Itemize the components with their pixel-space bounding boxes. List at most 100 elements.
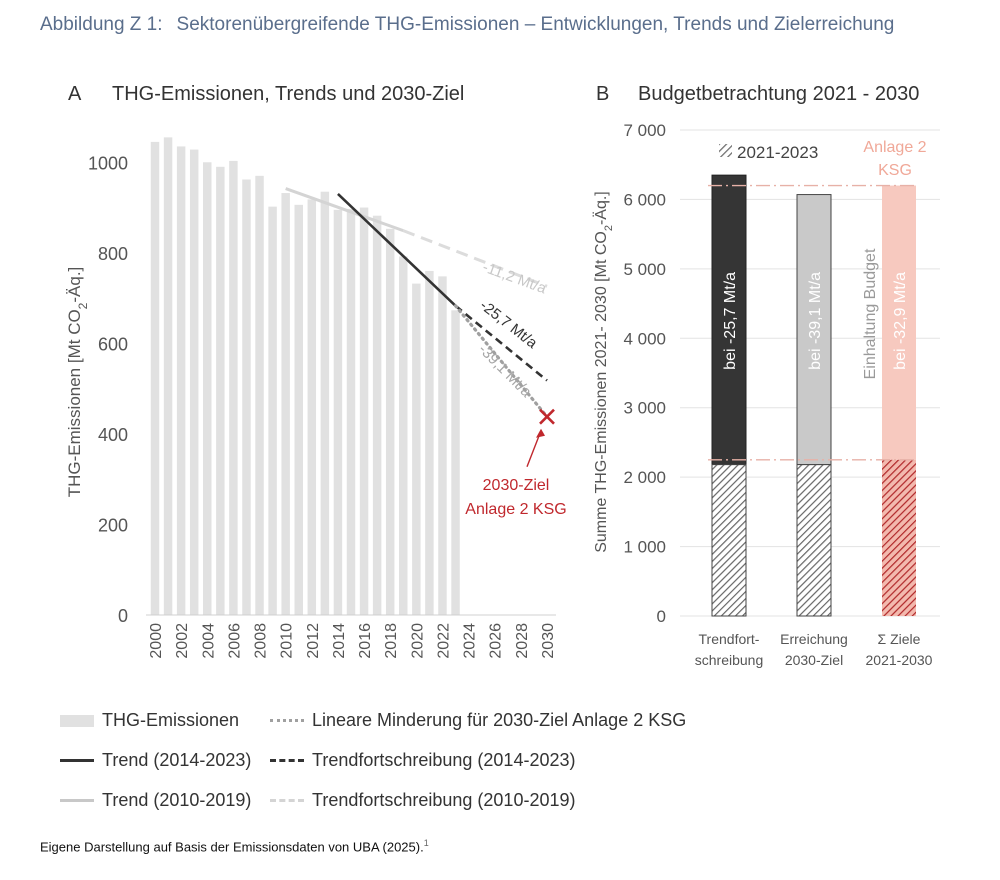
panel-a-xtick-2030: 2030 xyxy=(540,623,557,659)
panel-b-ytick-3000: 3 000 xyxy=(623,399,666,418)
emission-bar-2000 xyxy=(150,141,160,615)
budget-bar-label-0: bei -25,7 Mt/a xyxy=(722,272,739,370)
emission-bar-2008 xyxy=(255,175,264,615)
panel-b-ytick-5000: 5 000 xyxy=(623,260,666,279)
trend-line-solid-light xyxy=(285,187,404,233)
panel-b-plot: 0 1 000 2 000 3 000 4 000 5 000 6 000 7 000 bei … xyxy=(623,121,940,668)
category-label-0-line1: Trendfort- xyxy=(699,631,760,647)
panel-b-ytick-2000: 2 000 xyxy=(623,468,666,487)
legend-label-2021-2023: 2021-2023 xyxy=(737,143,818,162)
emission-bar-2023 xyxy=(451,310,460,615)
budget-bar-trend-hist xyxy=(711,464,747,617)
panel-a-xtick-2008: 2008 xyxy=(253,623,270,659)
legend-swatch-2021-2023 xyxy=(719,144,732,157)
panel-a-xtick-2022: 2022 xyxy=(435,623,452,659)
source-footnote: 1 xyxy=(423,838,429,848)
panel-a-xtick-2026: 2026 xyxy=(488,623,505,659)
svg-text:THG-Emissionen [Mt CO2-Äq.]: THG-Emissionen [Mt CO2-Äq.] xyxy=(65,267,90,498)
panel-b-title: Budgetbetrachtung 2021 - 2030 xyxy=(638,83,919,105)
panel-a-ytick-1000: 1000 xyxy=(88,153,128,173)
category-label-2-line1: Σ Ziele xyxy=(878,631,921,647)
emission-bar-2007 xyxy=(242,179,251,615)
panel-a-xtick-2012: 2012 xyxy=(305,623,322,659)
figure-number: Abbildung Z 1: xyxy=(40,14,163,35)
figure-title: Abbildung Z 1: Sektorenübergreifende THG-… xyxy=(40,14,894,36)
slope-annotation-dotted: -39,1 Mt/a xyxy=(475,341,535,401)
panel-a-xtick-2024: 2024 xyxy=(462,623,479,659)
target-label-line1: 2030-Ziel xyxy=(483,477,550,494)
panel-a-xtick-2018: 2018 xyxy=(383,623,400,659)
figure-title-text: Sektorenübergreifende THG-Emissionen – E… xyxy=(176,14,895,35)
panel-a-xtick-2016: 2016 xyxy=(357,623,374,659)
emission-bar-2021 xyxy=(425,270,434,615)
emission-bar-2005 xyxy=(216,166,225,616)
panel-a-xtick-2014: 2014 xyxy=(331,623,348,659)
trend-line-dotted xyxy=(453,304,549,419)
panel-b-ytick-1000: 1 000 xyxy=(623,538,666,557)
budget-bar-label-2: bei -32,9 Mt/a xyxy=(892,272,909,370)
panel-a-xtick-2020: 2020 xyxy=(409,623,426,659)
panel-a-xtick-2028: 2028 xyxy=(514,623,531,659)
emission-bar-2020 xyxy=(412,283,421,615)
emission-bar-2016 xyxy=(359,207,369,615)
emission-bar-2003 xyxy=(189,149,199,615)
panel-b-ytick-6000: 6 000 xyxy=(623,190,666,209)
emission-bar-2013 xyxy=(320,191,330,615)
emission-bar-2009 xyxy=(268,206,277,615)
panel-b-ytick-4000: 4 000 xyxy=(623,329,666,348)
panel-a-xtick-2004: 2004 xyxy=(200,623,217,659)
category-label-1-line1: Erreichung xyxy=(780,631,848,647)
emission-bar-2018 xyxy=(385,228,395,615)
emission-bar-2012 xyxy=(307,199,317,615)
budget-bar-ksg-hist xyxy=(882,459,916,616)
emission-bar-2022 xyxy=(438,276,447,615)
panel-b-letter: B xyxy=(596,83,609,105)
category-label-0-line2: schreibung xyxy=(695,652,764,668)
panel-a-ytick-0: 0 xyxy=(118,606,128,626)
panel-a-plot: 0 200 400 600 800 1000 2000 2002 2004 2006 2008 201… xyxy=(88,137,567,659)
panel-a-ytick-600: 600 xyxy=(98,334,128,354)
emission-bar-2011 xyxy=(294,204,303,615)
anlage-label-line1: Anlage 2 xyxy=(863,139,926,156)
emission-bar-2006 xyxy=(229,160,238,615)
slope-annotation-light: -11,2 Mt/a xyxy=(480,259,549,298)
panel-b-ytick-0: 0 xyxy=(657,607,666,626)
einhaltung-budget-label: Einhaltung Budget xyxy=(862,248,879,379)
emission-bar-2004 xyxy=(203,162,212,616)
svg-text:Summe THG-Emissionen 2021- 20: Summe THG-Emissionen 2021- 2030 [Mt CO2-… xyxy=(592,191,615,553)
panel-b-ylabel: Summe THG-Emissionen 2021- 2030 [Mt CO2-… xyxy=(592,191,615,553)
category-label-2-line2: 2021-2030 xyxy=(866,652,933,668)
panel-a-ytick-400: 400 xyxy=(98,425,128,445)
emission-bar-2017 xyxy=(372,215,382,615)
panel-a-xtick-2006: 2006 xyxy=(226,623,243,659)
emission-bar-2002 xyxy=(176,146,186,615)
trend-line-dash-light xyxy=(402,229,548,288)
budget-bar-ksg-top xyxy=(882,185,916,460)
budget-bar-ziel-top xyxy=(796,194,832,466)
panel-a-ytick-800: 800 xyxy=(98,244,128,264)
trend-line-dash-dark xyxy=(454,304,548,382)
source-text: Eigene Darstellung auf Basis der Emissio… xyxy=(40,839,424,855)
panel-a-ytick-200: 200 xyxy=(98,515,128,535)
panel-a-xtick-2000: 2000 xyxy=(148,623,165,659)
target-arrow-head xyxy=(536,428,545,438)
emission-bar-2014 xyxy=(333,209,343,616)
panel-a-letter: A xyxy=(68,83,82,105)
trend-line-solid-dark xyxy=(337,193,457,307)
anlage-label-line2: KSG xyxy=(878,162,912,179)
emission-bar-2015 xyxy=(346,208,356,616)
budget-bar-ziel-hist xyxy=(796,464,832,617)
panel-a-ylabel: THG-Emissionen [Mt CO2-Äq.] xyxy=(65,267,90,498)
budget-bar-trend-top xyxy=(711,174,747,466)
panel-a-title: THG-Emissionen, Trends und 2030-Ziel xyxy=(112,83,464,105)
panel-a-xtick-2010: 2010 xyxy=(279,623,296,659)
target-label-line2: Anlage 2 KSG xyxy=(465,501,566,518)
emission-bar-2010 xyxy=(281,193,290,616)
emission-bar-2001 xyxy=(163,137,173,615)
source-note: Eigene Darstellung auf Basis der Emissio… xyxy=(40,838,429,854)
target-marker-x xyxy=(539,408,555,425)
category-label-1-line2: 2030-Ziel xyxy=(785,652,843,668)
panel-a-xtick-2002: 2002 xyxy=(174,623,191,659)
panel-b-ytick-7000: 7 000 xyxy=(623,121,666,140)
